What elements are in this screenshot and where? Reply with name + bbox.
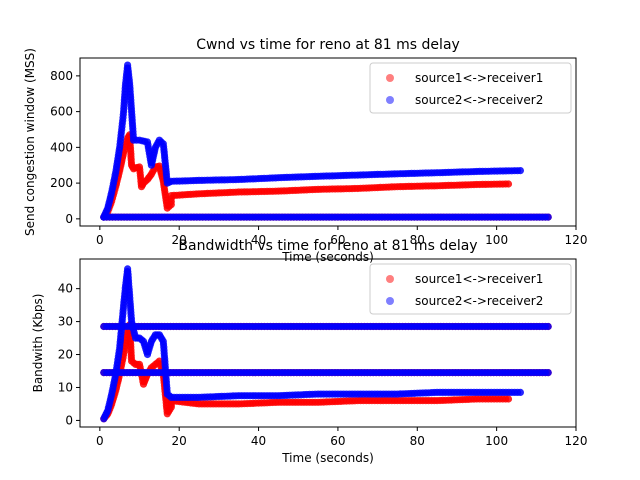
legend-label: source1<->receiver1 bbox=[415, 71, 543, 85]
x-axis-label: Time (seconds) bbox=[281, 250, 374, 264]
x-tick-label: 60 bbox=[330, 434, 345, 448]
series-2 bbox=[100, 61, 552, 221]
x-tick-label: 120 bbox=[565, 233, 588, 247]
x-tick-label: 60 bbox=[330, 233, 345, 247]
data-point bbox=[544, 369, 552, 377]
chart-title: Bandwidth vs time for reno at 81 ms dela… bbox=[178, 238, 477, 254]
x-tick-label: 80 bbox=[410, 233, 425, 247]
y-tick-label: 200 bbox=[50, 176, 73, 190]
y-axis-label: Bandwith (Kbps) bbox=[31, 294, 45, 393]
y-tick-label: 10 bbox=[58, 380, 73, 394]
y-tick-label: 0 bbox=[65, 413, 73, 427]
x-tick-label: 20 bbox=[172, 434, 187, 448]
x-tick-label: 0 bbox=[96, 434, 104, 448]
y-tick-label: 20 bbox=[58, 348, 73, 362]
series-2 bbox=[100, 265, 552, 423]
x-tick-label: 0 bbox=[96, 233, 104, 247]
legend-label: source1<->receiver1 bbox=[415, 272, 543, 286]
y-tick-label: 400 bbox=[50, 140, 73, 154]
legend-marker bbox=[386, 275, 394, 283]
x-tick-label: 20 bbox=[172, 233, 187, 247]
data-point bbox=[516, 167, 525, 175]
data-point bbox=[544, 322, 552, 331]
y-tick-label: 800 bbox=[50, 69, 73, 83]
legend: source1<->receiver1 source2<->receiver2 bbox=[369, 263, 572, 315]
y-tick-label: 30 bbox=[58, 315, 73, 329]
y-axis-label: Send congestion window (MSS) bbox=[23, 48, 37, 236]
x-tick-label: 100 bbox=[485, 233, 508, 247]
y-tick-label: 0 bbox=[65, 212, 73, 226]
x-tick-label: 80 bbox=[410, 434, 425, 448]
x-tick-label: 120 bbox=[565, 434, 588, 448]
data-point bbox=[504, 395, 513, 403]
legend-marker bbox=[386, 297, 394, 305]
legend-box bbox=[369, 263, 572, 315]
plot-frame bbox=[79, 258, 577, 428]
legend-marker bbox=[386, 96, 394, 104]
x-tick-label: 40 bbox=[251, 233, 266, 247]
y-tick-label: 600 bbox=[50, 105, 73, 119]
data-point bbox=[516, 388, 525, 396]
data-point bbox=[504, 180, 513, 188]
y-tick-label: 40 bbox=[58, 282, 73, 296]
legend-label: source2<->receiver2 bbox=[415, 294, 543, 308]
x-tick-label: 40 bbox=[251, 434, 266, 448]
legend-label: source2<->receiver2 bbox=[415, 93, 543, 107]
legend-marker bbox=[386, 74, 394, 82]
chart-title: Cwnd vs time for reno at 81 ms delay bbox=[196, 37, 460, 53]
plot-frame bbox=[79, 57, 577, 227]
x-tick-label: 100 bbox=[485, 434, 508, 448]
legend: source1<->receiver1 source2<->receiver2 bbox=[369, 62, 572, 114]
data-point bbox=[544, 213, 552, 221]
legend-box bbox=[369, 62, 572, 114]
x-axis-label: Time (seconds) bbox=[281, 451, 374, 465]
chart-1: 0 20 40 60 80 100 120 0 200 400 600 800 Time (second… bbox=[23, 37, 587, 264]
